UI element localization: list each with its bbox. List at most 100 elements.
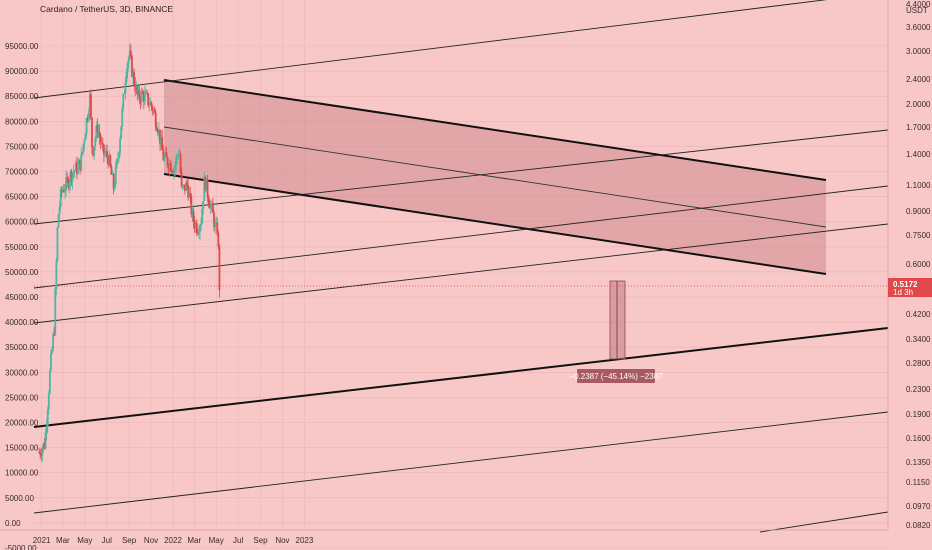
- right-axis-label: 0.2800: [906, 359, 931, 368]
- candle: [39, 448, 42, 459]
- candle-body: [70, 171, 73, 182]
- candle: [173, 166, 175, 180]
- candle: [142, 90, 145, 110]
- candle-body: [206, 179, 209, 197]
- right-axis-label: 1.4000: [906, 150, 931, 159]
- candle-body: [60, 189, 63, 191]
- candle: [179, 151, 182, 175]
- candle-body: [153, 110, 156, 113]
- candle: [90, 89, 92, 120]
- candle: [186, 179, 188, 190]
- candle-body: [156, 130, 159, 134]
- x-tick-label: Nov: [144, 536, 158, 545]
- candle-body: [134, 84, 137, 92]
- measure-label: −0.2387 (−45.14%) −2387: [569, 372, 663, 381]
- candle: [164, 147, 167, 158]
- candle-body: [140, 91, 143, 103]
- candle: [163, 153, 166, 163]
- candle: [139, 96, 142, 110]
- right-axis-label: 3.6000: [906, 23, 931, 32]
- candle: [85, 117, 88, 137]
- candle-body: [109, 155, 112, 167]
- parallel-trend-line: [33, 223, 889, 324]
- candle-body: [107, 157, 110, 165]
- candle-body: [50, 353, 52, 371]
- candle: [166, 156, 169, 169]
- candle-body: [199, 225, 201, 233]
- x-tick-label: 2021: [33, 536, 51, 545]
- candle: [162, 145, 165, 161]
- left-axis-label: 55000.00: [5, 243, 39, 252]
- candle: [133, 68, 136, 87]
- candle-body: [124, 82, 127, 93]
- left-axis-label: 45000.00: [5, 293, 39, 302]
- candle-body: [175, 157, 178, 166]
- left-axis-label: 50000.00: [5, 268, 39, 277]
- candle: [55, 257, 58, 296]
- candle-body: [41, 448, 44, 456]
- candle-body: [167, 165, 170, 170]
- candle-body: [102, 144, 105, 155]
- left-axis-label: 80000.00: [5, 117, 39, 126]
- x-tick-label: May: [209, 536, 224, 545]
- right-axis-label: 1.1000: [906, 181, 931, 190]
- left-axis-label: 40000.00: [5, 318, 39, 327]
- candle: [215, 215, 218, 225]
- candle-body: [117, 158, 119, 160]
- candle-body: [191, 210, 194, 215]
- candle: [171, 169, 173, 174]
- candle-body: [128, 50, 131, 58]
- candle: [213, 210, 215, 232]
- candle: [110, 163, 113, 175]
- candle: [108, 150, 111, 166]
- candle: [169, 159, 172, 172]
- candle: [119, 135, 121, 157]
- candle-body: [204, 176, 207, 191]
- left-axis-label: 15000.00: [5, 444, 39, 453]
- right-axis-unit: USDT: [906, 6, 928, 15]
- symbol-title: Cardano / TetherUS, 3D, BINANCE: [40, 4, 173, 14]
- candle: [208, 199, 211, 209]
- candle-body: [161, 137, 164, 150]
- left-axis-label: -5000.00: [5, 544, 37, 550]
- candle: [167, 163, 170, 174]
- left-axis-label: 0.00: [5, 519, 21, 528]
- candle: [180, 166, 183, 189]
- candle-body: [147, 93, 150, 105]
- candle-body: [218, 246, 221, 291]
- candle-body: [132, 71, 134, 77]
- candle-body: [193, 221, 196, 228]
- candle-body: [159, 129, 161, 145]
- candle: [53, 326, 56, 337]
- left-axis-label: 65000.00: [5, 193, 39, 202]
- candle: [73, 169, 76, 179]
- candle-body: [104, 153, 106, 155]
- candle: [54, 285, 57, 337]
- candle: [131, 54, 133, 78]
- candle: [82, 143, 85, 155]
- candle-body: [96, 125, 99, 133]
- candle: [102, 144, 105, 163]
- candle-body: [57, 214, 60, 228]
- candle: [153, 106, 156, 114]
- left-axis-label: 5000.00: [5, 494, 34, 503]
- major-support-line: [33, 327, 889, 428]
- x-tick-label: Mar: [187, 536, 201, 545]
- candle: [127, 55, 130, 69]
- candle-body: [88, 94, 91, 114]
- candle: [189, 186, 192, 204]
- candle: [115, 158, 118, 169]
- candle-body: [84, 133, 87, 141]
- candle-body: [162, 149, 165, 161]
- candle-body: [54, 288, 57, 335]
- candle-body: [46, 409, 49, 426]
- right-axis-label: 2.0000: [906, 100, 931, 109]
- candle: [182, 184, 185, 190]
- candle-body: [77, 163, 79, 174]
- candle-body: [87, 113, 90, 120]
- candle-body: [136, 86, 139, 95]
- candle-body: [177, 154, 180, 156]
- candle-body: [141, 91, 144, 94]
- left-axis-label: 60000.00: [5, 218, 39, 227]
